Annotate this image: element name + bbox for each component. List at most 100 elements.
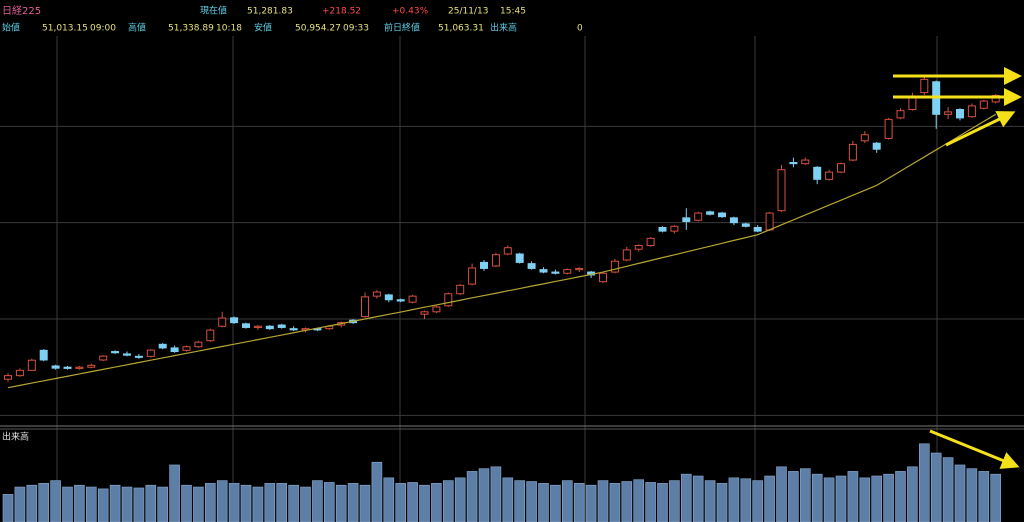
candle-body xyxy=(658,227,667,232)
candle-body xyxy=(634,245,643,250)
field-time: 09:33 xyxy=(343,24,369,34)
field-time: 09:00 xyxy=(90,24,116,34)
candle-body xyxy=(39,349,48,361)
candle-body xyxy=(610,260,619,273)
candle-body xyxy=(622,249,631,261)
volume-bar xyxy=(597,480,609,522)
candle-body xyxy=(468,267,477,285)
volume-bar xyxy=(169,464,180,522)
volume-bar xyxy=(502,477,514,522)
field-label: 現在値 xyxy=(200,5,227,17)
candle-body xyxy=(396,299,405,302)
candle-body xyxy=(718,212,726,218)
candle-body xyxy=(134,355,143,358)
candle-body xyxy=(682,217,691,222)
candle-body xyxy=(277,324,286,328)
candle-body xyxy=(646,237,655,247)
candle-body xyxy=(872,142,881,150)
candle-body xyxy=(27,359,36,371)
volume-bar xyxy=(121,486,133,522)
candle-body xyxy=(753,227,762,232)
volume-bar xyxy=(776,466,787,522)
candle-body xyxy=(670,225,679,232)
field-label: 前日終値 xyxy=(384,22,420,34)
volume-bar xyxy=(728,477,740,522)
volume-bar xyxy=(550,484,561,522)
change: +218.52 xyxy=(322,7,361,17)
candle-body xyxy=(967,105,976,118)
volume-bar xyxy=(514,480,526,522)
volume-bar xyxy=(2,494,14,522)
volume-bar xyxy=(252,486,264,522)
candle-body xyxy=(420,311,429,315)
volume-bar xyxy=(86,486,97,522)
field-label: 出来高 xyxy=(490,22,517,34)
volume-bar xyxy=(811,473,823,522)
volume-bar xyxy=(181,484,192,522)
candle-body xyxy=(694,212,703,221)
candle-body xyxy=(111,351,120,354)
volume-bar xyxy=(847,471,859,522)
candle-body xyxy=(801,159,810,165)
candle-body xyxy=(384,294,393,301)
candle-body xyxy=(884,118,893,139)
volume-bar xyxy=(264,483,276,522)
volume-bar xyxy=(335,484,347,522)
volume-bar xyxy=(573,483,585,522)
candle-body xyxy=(372,291,381,297)
volume-bar xyxy=(740,478,752,522)
volume-bar xyxy=(312,480,323,522)
volume-bar xyxy=(704,480,716,522)
volume-bar xyxy=(609,483,621,522)
candle-body xyxy=(813,166,822,180)
volume-bar xyxy=(62,486,73,522)
candle-body xyxy=(777,169,786,212)
volume-bar xyxy=(371,461,383,522)
candle-body xyxy=(956,108,964,119)
volume-bar xyxy=(633,479,645,522)
volume-bar xyxy=(585,484,597,522)
candle-body xyxy=(170,347,179,353)
candle-body xyxy=(527,263,536,269)
volume-bar xyxy=(109,484,121,522)
candle-body xyxy=(63,366,72,369)
field-label: 高値 xyxy=(128,22,146,34)
volume-bar xyxy=(657,483,668,522)
volume-bar xyxy=(216,480,228,522)
volume-bar xyxy=(74,484,85,522)
instrument-name: 日経225 xyxy=(2,4,41,17)
volume-bar xyxy=(978,471,990,522)
volume-bar xyxy=(300,486,311,522)
volume-bar xyxy=(918,443,930,522)
volume-bar xyxy=(383,477,395,522)
field-value: 51,063.31 xyxy=(438,24,484,34)
candle-body xyxy=(741,223,750,227)
candle-body xyxy=(789,161,798,165)
volume-bar xyxy=(561,480,573,522)
candle-body xyxy=(75,366,84,369)
candle-body xyxy=(825,171,834,180)
volume-bar xyxy=(26,484,38,522)
date: 25/11/13 xyxy=(448,7,488,17)
candle-body xyxy=(896,110,905,119)
volume-bar xyxy=(799,468,811,522)
candle-body xyxy=(99,355,108,361)
candle-body xyxy=(206,329,215,342)
volume-bar xyxy=(347,483,359,522)
candle-body xyxy=(599,272,607,283)
moving-average-line xyxy=(7,113,997,389)
volume-bar xyxy=(359,484,371,522)
volume-bar xyxy=(490,466,502,522)
current-price: 51,281.83 xyxy=(247,7,293,17)
volume-bar xyxy=(407,482,418,522)
volume-bar xyxy=(883,473,894,522)
candle-body xyxy=(539,269,548,273)
change-pct: +0.43% xyxy=(392,7,429,17)
annotation-arrow xyxy=(945,111,1016,147)
volume-bar xyxy=(240,484,252,522)
candle-body xyxy=(563,269,572,274)
candle-body xyxy=(765,212,774,231)
volume-bar xyxy=(942,457,954,522)
volume-bar xyxy=(823,477,835,522)
